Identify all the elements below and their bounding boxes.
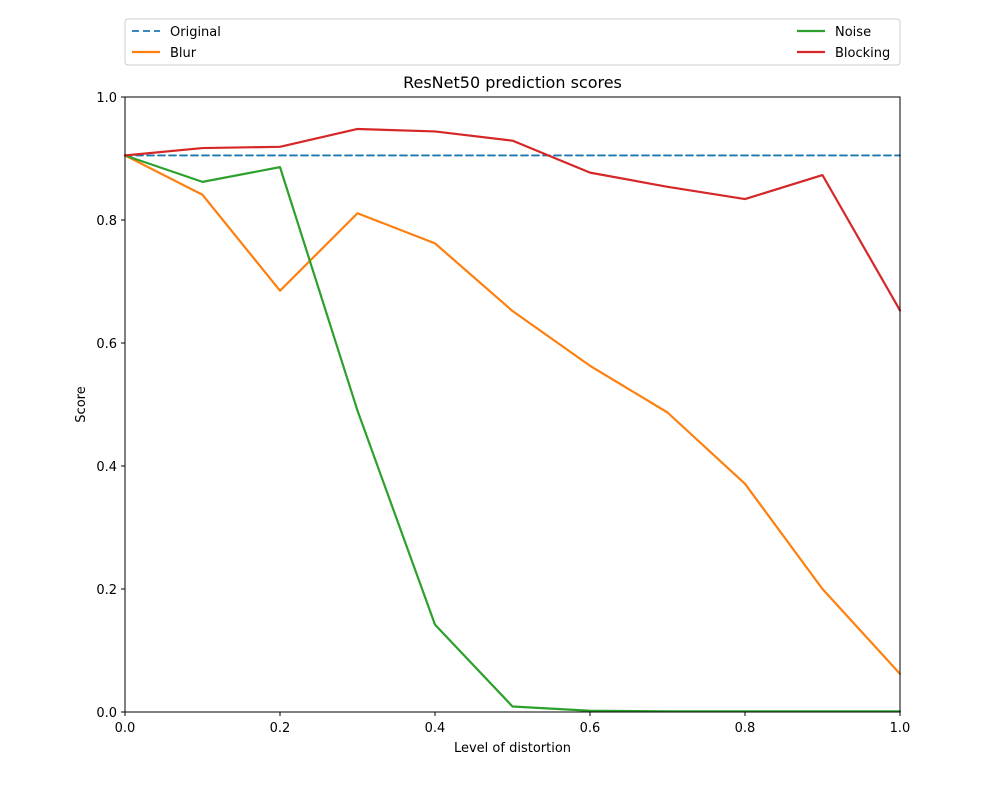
legend-box [124,18,901,66]
legend-label-blocking: Blocking [835,46,890,61]
x-tick-label: 1.0 [890,721,911,736]
y-tick-label: 0.8 [96,214,117,229]
legend: Original Blur Noise Blocking [124,18,901,66]
y-axis-label: Score [74,386,89,422]
x-tick-label: 0.4 [425,721,446,736]
y-tick-label: 0.4 [96,460,117,475]
y-tick-label: 0.0 [96,706,117,721]
y-tick-label: 0.6 [96,337,117,352]
y-tick-label: 0.2 [96,583,117,598]
series-line-blur [123,154,902,675]
series-lines [123,127,902,713]
y-tick-label: 1.0 [96,91,117,106]
x-tick-label: 0.0 [115,721,136,736]
x-axis-label: Level of distortion [454,741,571,756]
chart-title: ResNet50 prediction scores [403,73,622,92]
plot-frame [124,96,901,713]
series-line-noise [123,154,902,713]
x-tick-label: 0.6 [580,721,601,736]
legend-label-noise: Noise [835,25,871,40]
x-axis: 0.0 0.2 0.4 0.6 0.8 1.0 [115,712,911,736]
x-tick-label: 0.2 [270,721,291,736]
x-tick-label: 0.8 [735,721,756,736]
series-line-blocking [123,127,902,312]
legend-label-original: Original [170,25,221,40]
legend-label-blur: Blur [170,46,197,61]
y-axis: 0.0 0.2 0.4 0.6 0.8 1.0 [96,91,125,721]
